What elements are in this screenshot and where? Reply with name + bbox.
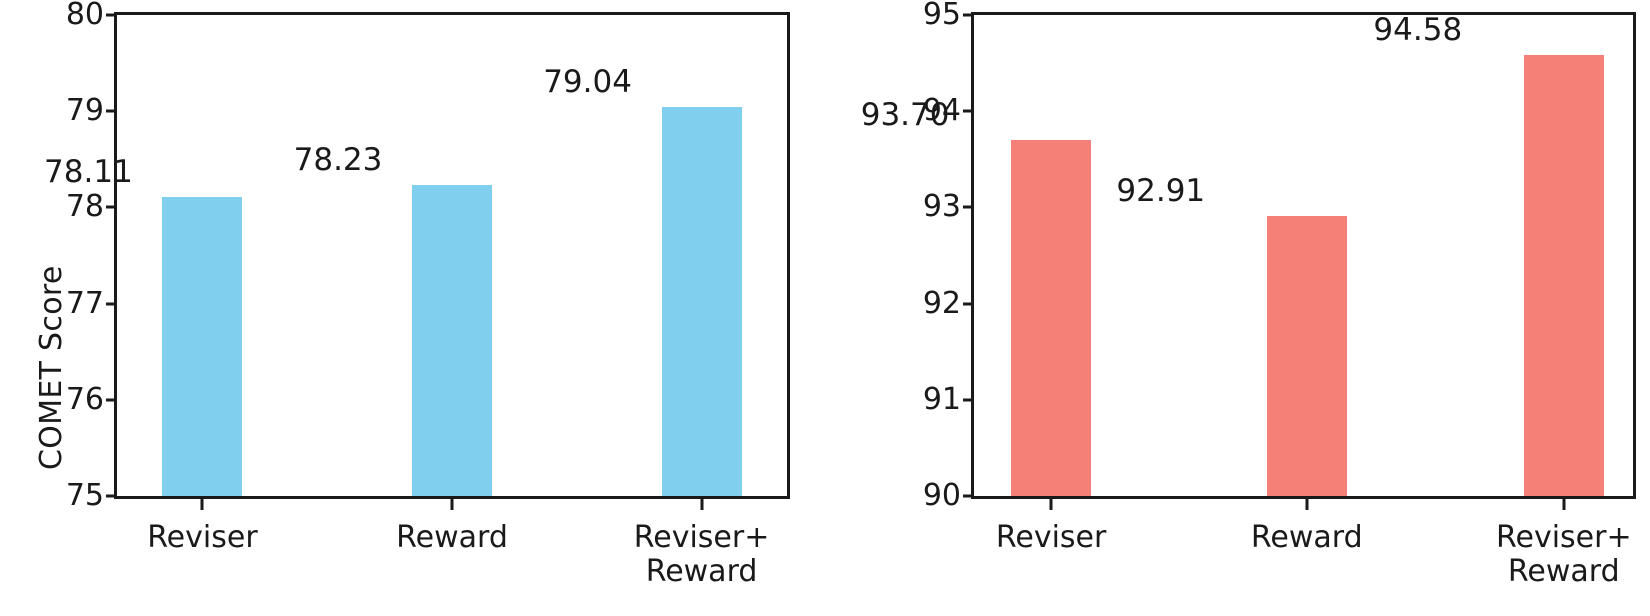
y-tick-label: 78 [65, 189, 104, 225]
y-tick-label: 91 [922, 381, 961, 417]
y-tick-mark [963, 494, 974, 498]
y-tick-label: 76 [65, 381, 104, 417]
bar-value-label: 94.58 [1373, 12, 1463, 49]
bar [1011, 140, 1092, 496]
y-tick-mark [106, 494, 117, 498]
x-tick-mark [700, 499, 704, 510]
bar [661, 107, 742, 496]
plot-area [114, 12, 790, 499]
y-tick-mark [963, 302, 974, 306]
y-tick-mark [106, 109, 117, 113]
y-tick-mark [106, 398, 117, 402]
x-tick-mark [1049, 499, 1053, 510]
bar-value-label: 92.91 [1116, 173, 1206, 210]
y-tick-label: 77 [65, 285, 104, 321]
y-tick-label: 79 [65, 93, 104, 129]
x-category-label: Reviser+ Reward [633, 520, 770, 589]
y-tick-mark [963, 109, 974, 113]
bar [1266, 216, 1347, 496]
y-tick-mark [106, 13, 117, 17]
y-tick-mark [106, 302, 117, 306]
chart-panel-comet: COMET Score 75 76 77 78 79 80 78.11 Reviser 78.… [34, 0, 790, 616]
x-category-label: Reviser+ Reward [1495, 520, 1632, 589]
bar-value-label: 78.23 [293, 142, 383, 179]
y-tick-mark [963, 398, 974, 402]
y-tick-label: 80 [65, 0, 104, 32]
x-tick-mark [1562, 499, 1566, 510]
y-tick-mark [106, 205, 117, 209]
bar [412, 185, 492, 496]
x-category-label: Reviser [995, 520, 1107, 555]
y-axis-ticks: 75 76 77 78 79 80 [34, 0, 117, 616]
x-category-label: Reward [396, 520, 508, 555]
x-tick-mark [200, 499, 204, 510]
x-tick-mark [450, 499, 454, 510]
bar-value-label: 78.11 [44, 153, 133, 190]
y-tick-label: 75 [65, 478, 104, 513]
y-tick-label: 90 [922, 478, 961, 513]
x-category-label: Reward [1250, 520, 1363, 555]
bar-value-label: 93.70 [860, 97, 950, 134]
y-tick-label: 94 [922, 93, 961, 129]
x-tick-mark [1305, 499, 1309, 510]
bar-value-label: 79.04 [543, 64, 632, 101]
y-axis-ticks: 90 91 92 93 94 95 [891, 0, 974, 616]
y-tick-label: 95 [922, 0, 961, 32]
plot-area [971, 12, 1636, 499]
bar [162, 196, 243, 496]
y-tick-label: 93 [922, 189, 961, 225]
y-tick-label: 92 [922, 285, 961, 321]
bar [1523, 55, 1604, 496]
x-category-label: Reviser [147, 520, 258, 555]
y-tick-mark [963, 205, 974, 209]
y-tick-mark [963, 13, 974, 17]
